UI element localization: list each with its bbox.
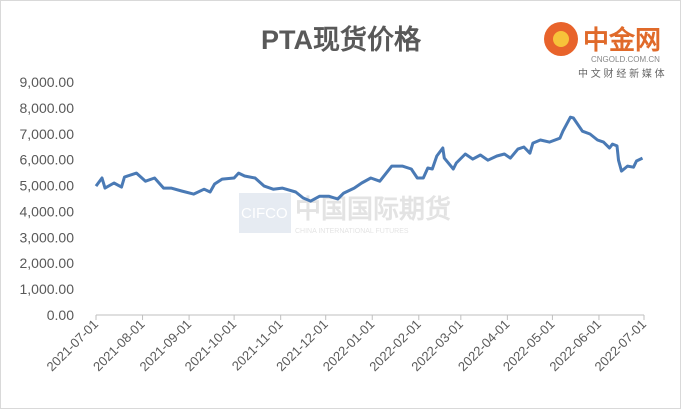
cngold-url-text: CNGOLD.COM.CN [591,55,660,64]
y-tick-label: 3,000.00 [20,229,75,245]
y-tick-label: 7,000.00 [20,126,75,142]
y-tick-label: 1,000.00 [20,281,75,297]
y-tick-label: 4,000.00 [20,203,75,219]
y-tick-label: 8,000.00 [20,100,75,116]
y-tick-label: 2,000.00 [20,255,75,271]
series-line [94,115,644,203]
y-tick-label: 6,000.00 [20,152,75,168]
cngold-slogan-text: 中 文 财 经 新 媒 体 [578,67,665,80]
cifco-en-text: CHINA INTERNATIONAL FUTURES [295,228,409,235]
y-tick-label: 9,000.00 [20,74,75,90]
watermark-cngold: 中金网 CNGOLD.COM.CN 中 文 财 经 新 媒 体 [544,22,665,80]
y-axis: 0.00 1,000.00 2,000.00 3,000.00 4,000.00 5,00… [20,74,75,323]
cifco-logo-text: CIFCO [241,205,288,222]
cifco-logo-box [239,193,291,233]
cifco-cn-text: 中国国际期货 [295,194,451,224]
chart-title: PTA现货价格 [261,24,422,55]
cngold-cn-text: 中金网 [583,25,661,55]
data-points [95,117,643,202]
watermark-cifco: CIFCO 中国国际期货 CHINA INTERNATIONAL FUTURES [239,193,451,235]
cngold-logo-inner [553,31,569,47]
y-tick-label: 5,000.00 [20,178,75,194]
y-tick-label: 0.00 [47,307,74,323]
x-axis: 2021-07-012021-08-012021-09-012021-10-01… [43,314,649,374]
